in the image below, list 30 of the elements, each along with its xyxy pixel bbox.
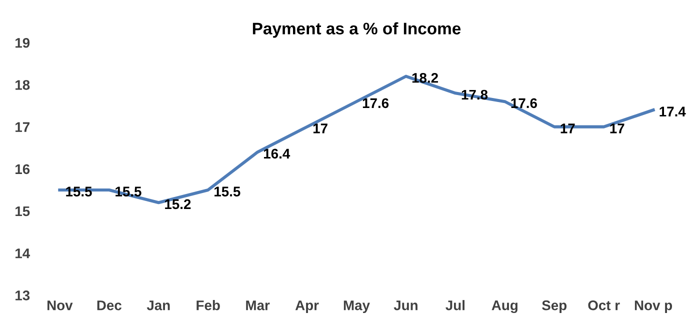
x-tick-label: May xyxy=(344,300,370,314)
data-label: 16.4 xyxy=(264,148,290,159)
x-tick-label: Mar xyxy=(246,300,270,310)
y-tick-label: 18 xyxy=(16,80,30,90)
y-tick-label: 17 xyxy=(16,122,30,132)
y-tick-label: 15 xyxy=(16,206,30,216)
data-label: 17.4 xyxy=(660,106,686,116)
chart-title: Payment as a % of Income xyxy=(252,22,461,38)
y-tick-label: 16 xyxy=(16,164,30,174)
x-tick-label: Nov xyxy=(47,300,73,310)
x-tick-label: Aug xyxy=(492,300,518,314)
data-label: 18.2 xyxy=(412,72,438,83)
data-label: 17 xyxy=(313,124,328,134)
x-tick-label: Nov p xyxy=(634,300,672,314)
x-tick-label: Jun xyxy=(394,300,418,310)
y-tick-label: 13 xyxy=(16,290,30,300)
x-tick-label: Dec xyxy=(97,300,122,310)
x-tick-label: Jul xyxy=(446,300,464,310)
y-tick-label: 14 xyxy=(16,248,30,258)
data-label: 17.6 xyxy=(362,98,389,108)
x-tick-label: Feb xyxy=(196,300,220,310)
x-tick-label: Jan xyxy=(146,300,170,310)
data-label: 17.6 xyxy=(511,98,537,108)
data-label: 15.2 xyxy=(165,199,191,210)
x-tick-label: Oct r xyxy=(588,300,620,310)
data-label: 15.5 xyxy=(214,186,240,196)
data-label: 17 xyxy=(610,124,624,134)
x-tick-label: Sep xyxy=(542,300,567,314)
x-tick-label: Apr xyxy=(295,300,319,314)
y-tick-label: 19 xyxy=(16,38,30,48)
